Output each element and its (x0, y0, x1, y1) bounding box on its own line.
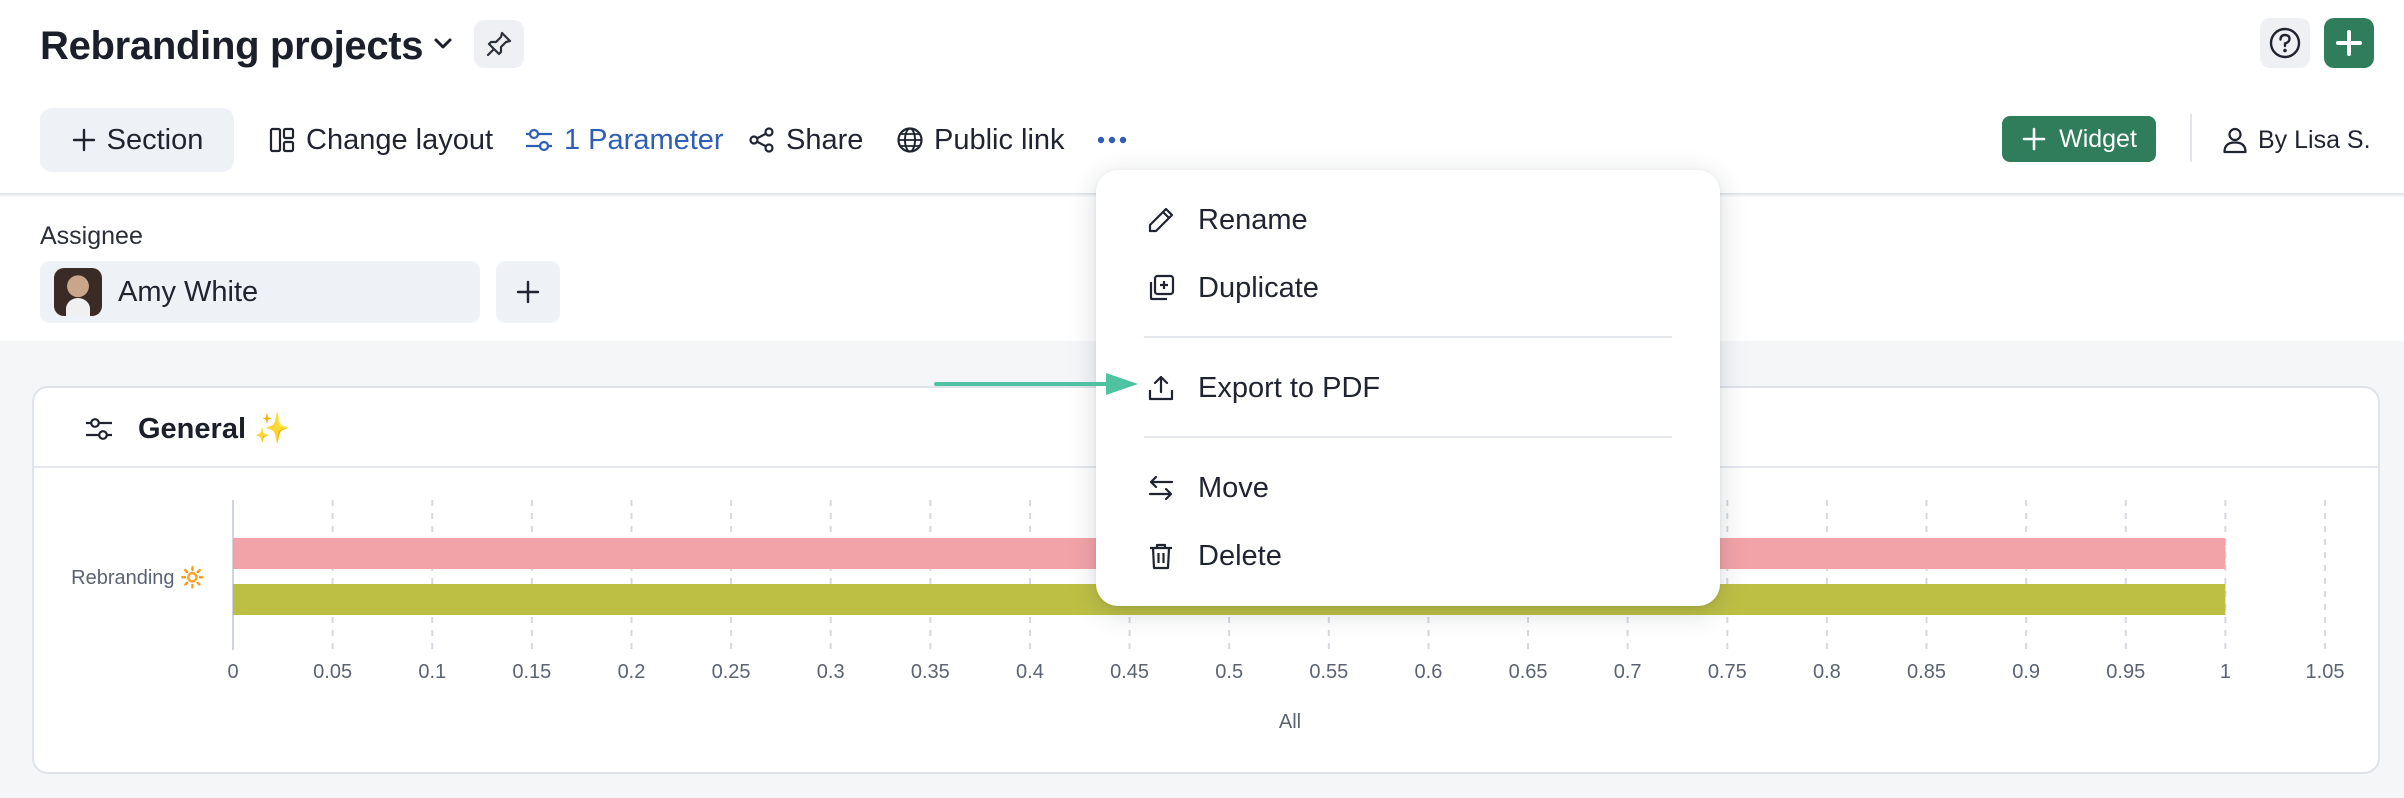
x-tick-label: 0.65 (1509, 661, 1548, 683)
plus-icon (516, 280, 540, 304)
move-icon (1148, 475, 1174, 501)
public-link-button[interactable]: Public link (896, 108, 1065, 172)
x-tick-label: 0.95 (2106, 661, 2145, 683)
category-label: Rebranding 🔆 (71, 565, 205, 589)
x-tick-label: 0.45 (1110, 661, 1149, 683)
more-options-button[interactable] (1096, 108, 1138, 172)
widget-title: General ✨ (84, 408, 290, 450)
avatar (54, 268, 102, 316)
add-widget-label: Widget (2059, 124, 2137, 153)
x-tick-label: 0.75 (1708, 661, 1747, 683)
add-section-label: Section (106, 123, 204, 156)
x-tick-label: 0.9 (2012, 661, 2040, 683)
x-axis-label: All (1279, 711, 1301, 733)
share-button[interactable]: Share (748, 108, 863, 172)
x-tick-label: 0.4 (1016, 661, 1044, 683)
owner-label: By Lisa S. (2258, 125, 2371, 154)
menu-item-duplicate[interactable]: Duplicate (1146, 260, 1319, 316)
title-dropdown-button[interactable] (428, 26, 458, 62)
more-options-menu (1096, 170, 1720, 606)
pin-icon (486, 31, 512, 57)
menu-separator (1144, 436, 1672, 438)
change-layout-button[interactable]: Change layout (268, 108, 493, 172)
plus-icon (2336, 30, 2362, 56)
share-icon (749, 127, 774, 153)
menu-item-export-pdf[interactable]: Export to PDF (1146, 360, 1380, 416)
assignee-name: Amy White (118, 275, 259, 308)
menu-item-label: Move (1198, 471, 1269, 504)
widget-title-text: General (138, 412, 246, 445)
add-filter-button[interactable] (496, 261, 560, 323)
duplicate-icon (1149, 274, 1175, 301)
menu-item-label: Delete (1198, 539, 1282, 572)
help-button[interactable] (2260, 18, 2310, 68)
x-tick-label: 1 (2220, 661, 2231, 683)
menu-item-label: Duplicate (1198, 271, 1319, 304)
x-tick-label: 0.2 (618, 661, 646, 683)
change-layout-label: Change layout (306, 123, 494, 156)
chevron-down-icon (434, 38, 452, 49)
more-horizontal-icon (1097, 136, 1127, 144)
menu-item-move[interactable]: Move (1146, 460, 1269, 516)
x-tick-label: 0.85 (1907, 661, 1946, 683)
user-icon (2223, 127, 2247, 154)
x-tick-label: 0.15 (512, 661, 551, 683)
pencil-icon (1148, 207, 1174, 233)
assignee-filter-chip[interactable]: Amy White (40, 261, 480, 323)
pin-button[interactable] (474, 20, 524, 68)
menu-item-label: Export to PDF (1198, 371, 1381, 404)
create-button[interactable] (2324, 18, 2374, 68)
x-tick-label: 0.1 (418, 661, 446, 683)
menu-item-label: Rename (1198, 203, 1308, 236)
x-tick-label: 0.05 (313, 661, 352, 683)
parameter-label: 1 Parameter (564, 123, 724, 156)
help-icon (2269, 27, 2301, 59)
assignee-label: Assignee (40, 222, 143, 250)
dashboard-header (0, 0, 2404, 195)
share-label: Share (786, 123, 864, 156)
globe-icon (897, 127, 923, 153)
x-tick-label: 0 (227, 661, 238, 683)
x-tick-label: 0.7 (1614, 661, 1642, 683)
plus-icon (2022, 127, 2046, 151)
public-link-label: Public link (934, 123, 1065, 156)
x-tick-label: 1.05 (2306, 661, 2345, 683)
plus-icon (72, 128, 95, 152)
x-tick-label: 0.8 (1813, 661, 1841, 683)
add-section-button[interactable]: Section (40, 108, 234, 172)
annotation-arrow-icon (934, 373, 1138, 395)
trash-icon (1150, 543, 1172, 570)
sliders-icon (86, 418, 112, 440)
parameter-button[interactable]: 1 Parameter (524, 108, 724, 172)
x-tick-label: 0.25 (712, 661, 751, 683)
x-tick-label: 0.35 (911, 661, 950, 683)
menu-item-rename[interactable]: Rename (1146, 192, 1308, 248)
add-widget-button[interactable]: Widget (2002, 116, 2156, 162)
sparkle-emoji: ✨ (254, 413, 291, 445)
menu-separator (1144, 336, 1672, 338)
x-tick-label: 0.5 (1215, 661, 1243, 683)
page-title: Rebranding projects (40, 24, 424, 68)
toolbar-divider (2190, 114, 2192, 162)
layout-icon (269, 127, 295, 153)
x-tick-label: 0.6 (1415, 661, 1443, 683)
export-icon (1148, 375, 1174, 401)
owner-button[interactable]: By Lisa S. (2222, 108, 2371, 172)
menu-item-delete[interactable]: Delete (1146, 528, 1282, 584)
x-tick-label: 0.55 (1309, 661, 1348, 683)
x-tick-label: 0.3 (817, 661, 845, 683)
sliders-icon (526, 128, 552, 152)
